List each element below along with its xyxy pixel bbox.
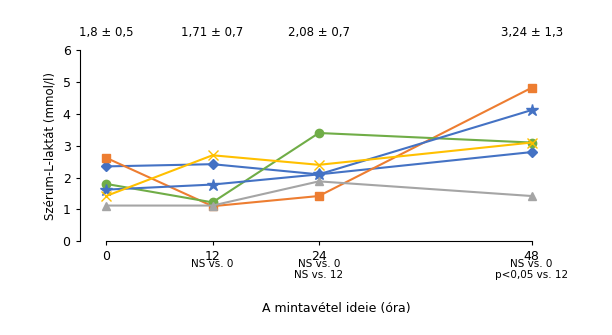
X-axis label: A mintavétel ideie (óra): A mintavétel ideie (óra) xyxy=(263,302,411,315)
Text: NS vs. 0: NS vs. 0 xyxy=(192,259,234,269)
Text: NS vs. 0
NS vs. 12: NS vs. 0 NS vs. 12 xyxy=(294,259,343,280)
Y-axis label: Szérum-L-laktát (mmol/l): Szérum-L-laktát (mmol/l) xyxy=(44,72,57,220)
Text: 1,8 ± 0,5: 1,8 ± 0,5 xyxy=(79,26,133,39)
Text: 1,71 ± 0,7: 1,71 ± 0,7 xyxy=(181,26,244,39)
Text: 3,24 ± 1,3: 3,24 ± 1,3 xyxy=(501,26,562,39)
Text: 2,08 ± 0,7: 2,08 ± 0,7 xyxy=(288,26,350,39)
Text: NS vs. 0
p<0,05 vs. 12: NS vs. 0 p<0,05 vs. 12 xyxy=(495,259,568,280)
